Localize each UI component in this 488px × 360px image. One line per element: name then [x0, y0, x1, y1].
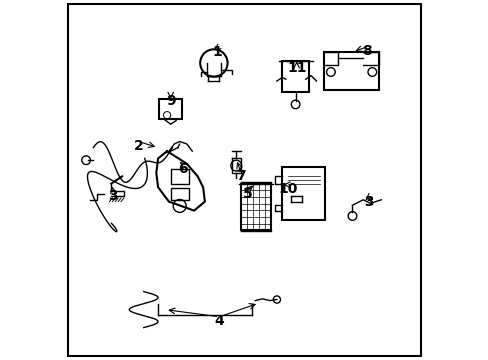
Text: 8: 8 — [361, 44, 371, 58]
Text: 1: 1 — [212, 45, 222, 59]
Text: 9: 9 — [165, 94, 175, 108]
Text: 4: 4 — [214, 314, 224, 328]
Text: 10: 10 — [278, 182, 297, 196]
Bar — [323, 52, 379, 90]
Bar — [170, 188, 188, 200]
Bar — [170, 169, 188, 184]
Text: 2: 2 — [133, 139, 143, 153]
Text: 3: 3 — [108, 189, 118, 203]
Bar — [282, 61, 309, 92]
Text: 3: 3 — [363, 195, 373, 208]
Bar — [282, 167, 325, 220]
Text: 11: 11 — [286, 62, 306, 75]
Bar — [241, 184, 271, 230]
Text: 5: 5 — [243, 188, 252, 201]
Text: 7: 7 — [236, 170, 245, 183]
Bar — [159, 99, 182, 119]
Text: 6: 6 — [178, 162, 188, 176]
